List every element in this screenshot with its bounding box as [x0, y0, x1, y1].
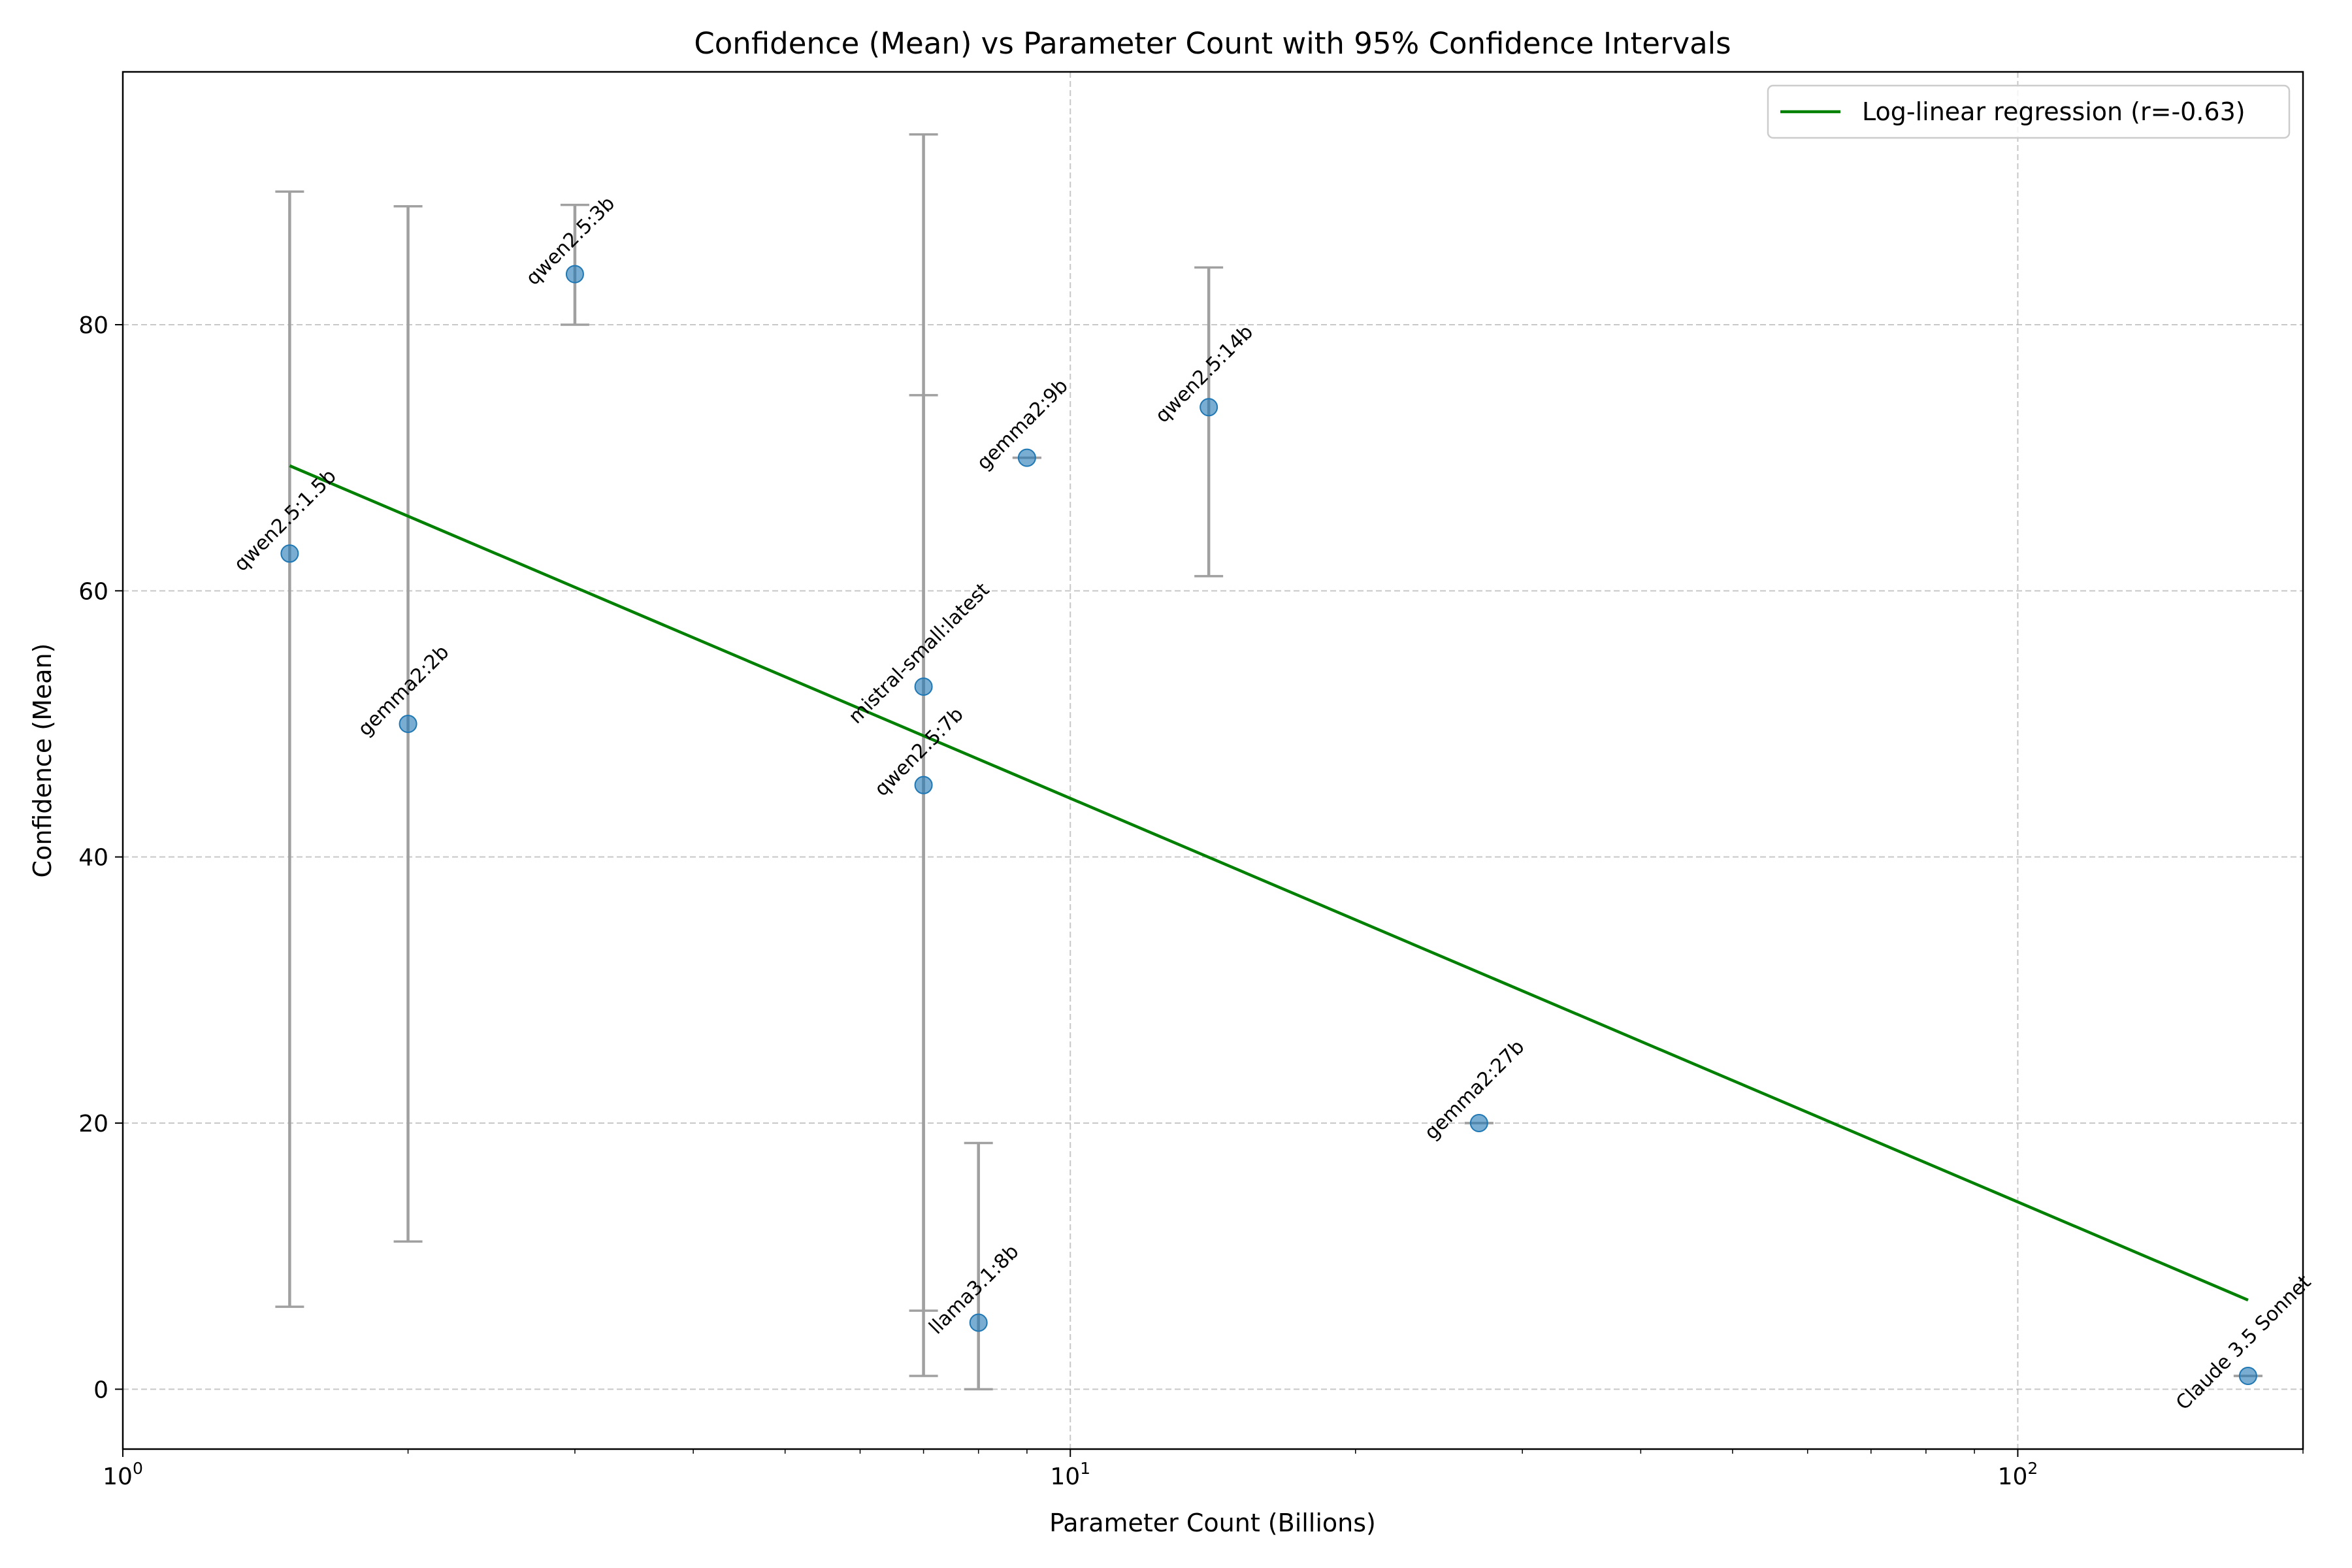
x-tick-label: 102 — [1998, 1459, 2038, 1490]
y-axis-ticks: 0 20 40 60 80 — [78, 312, 123, 1403]
y-tick-label: 40 — [78, 845, 108, 872]
x-axis-label: Parameter Count (Billions) — [1049, 1509, 1376, 1537]
x-tick-label: 100 — [103, 1459, 143, 1490]
data-point — [280, 544, 299, 563]
y-axis-label: Confidence (Mean) — [28, 644, 57, 878]
data-point — [914, 776, 933, 794]
y-tick-label: 20 — [78, 1111, 108, 1137]
x-tick-label: 101 — [1050, 1459, 1090, 1490]
data-point — [969, 1313, 988, 1332]
x-axis-ticks: 100 101 102 — [103, 1449, 2304, 1490]
regression-line — [289, 464, 2249, 1301]
y-tick-label: 60 — [78, 578, 108, 605]
data-point — [1017, 448, 1036, 467]
plot-frame — [122, 71, 2304, 1450]
y-tick-label: 80 — [78, 312, 108, 339]
chart-title: Confidence (Mean) vs Parameter Count wit… — [694, 26, 1731, 61]
data-point — [2238, 1366, 2257, 1385]
data-point — [914, 677, 933, 696]
legend-label: Log-linear regression (r=-0.63) — [1862, 97, 2246, 126]
data-points — [280, 265, 2257, 1385]
regression-layer — [289, 464, 2249, 1301]
data-point — [1200, 398, 1218, 417]
grid — [122, 72, 2303, 1449]
data-point — [399, 714, 417, 733]
data-point — [1469, 1114, 1488, 1133]
y-tick-label: 0 — [93, 1377, 108, 1403]
legend-box — [1767, 84, 2291, 139]
data-point — [565, 265, 584, 284]
legend: Log-linear regression (r=-0.63) — [1767, 84, 2291, 139]
